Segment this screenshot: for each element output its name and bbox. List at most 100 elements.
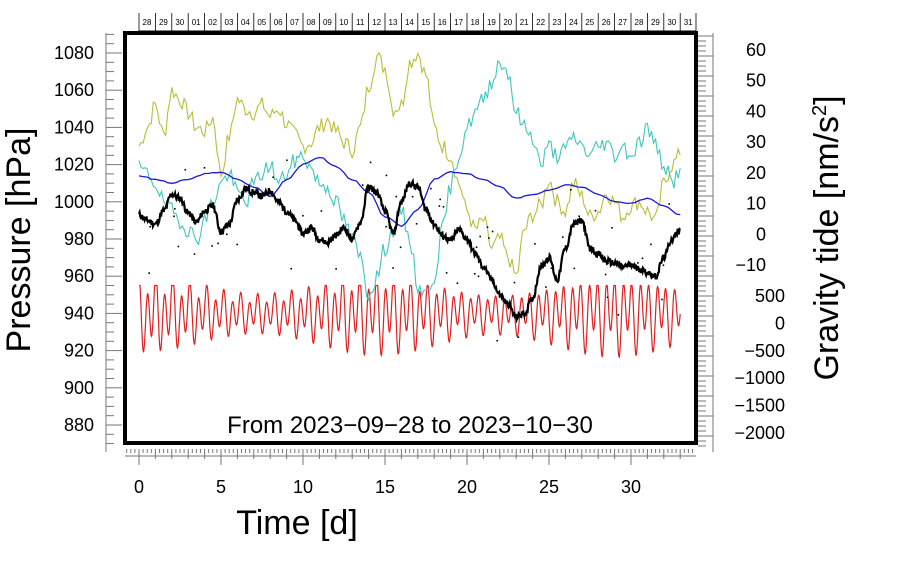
outlier-dot (290, 267, 292, 270)
day-label: 10 (339, 18, 348, 27)
day-label: 22 (536, 18, 545, 27)
outlier-dot (310, 224, 313, 226)
outlier-dot (148, 272, 150, 274)
day-label: 06 (274, 18, 283, 27)
outlier-dot (411, 195, 414, 198)
bottom-tick-label: 15 (375, 477, 395, 497)
outlier-dot (491, 230, 494, 233)
day-label: 16 (438, 18, 447, 27)
outlier-dot (415, 223, 418, 225)
left-tick-label: 1000 (54, 192, 94, 212)
day-label: 17 (454, 18, 463, 27)
left-axis: 880 900 920 940 960 980 1000 1020 1040 1060 1080 (54, 33, 122, 452)
y-axis-title-right: Gravity tide [nm/s2] (808, 95, 846, 380)
outlier-dot (517, 336, 520, 338)
outlier-dot (385, 225, 387, 228)
right-axis: −10 0 10 20 30 40 50 60 −2000 −1500 −1000 −500 0 500 (698, 33, 785, 452)
day-label: 31 (684, 18, 693, 27)
outlier-dot (439, 198, 441, 201)
day-label: 19 (487, 18, 496, 27)
outlier-dot (668, 203, 670, 205)
left-tick-label: 940 (64, 303, 94, 323)
plot-frame (123, 31, 698, 445)
day-label: 21 (520, 18, 529, 27)
series-line-model-blue (138, 156, 681, 228)
y-axis-title-right-sup: 2 (809, 105, 831, 116)
day-label: 28 (143, 18, 152, 27)
outlier-dot (177, 245, 180, 248)
right-upper-tick-label: 0 (756, 224, 766, 244)
outlier-dot (305, 232, 308, 234)
left-tick-label: 980 (64, 229, 94, 249)
right-upper-tick-label: 10 (746, 194, 766, 214)
outlier-dot (349, 234, 351, 237)
outlier-dot (335, 268, 337, 270)
outlier-dot (650, 243, 652, 246)
outlier-dot (203, 167, 206, 169)
outlier-dot (534, 243, 536, 245)
right-lower-tick-label: −2000 (734, 423, 785, 443)
day-label: 30 (667, 18, 676, 27)
outlier-dot (286, 159, 288, 162)
outlier-dot (611, 227, 613, 229)
outlier-dot (395, 195, 398, 198)
day-label: 23 (553, 18, 562, 27)
outlier-dot (488, 237, 490, 239)
outlier-dot (573, 267, 576, 270)
outlier-dot (239, 197, 242, 199)
outlier-dot (545, 286, 547, 288)
outlier-dot (477, 275, 480, 278)
outlier-dot (442, 206, 445, 208)
day-label: 14 (405, 18, 414, 27)
left-tick-label: 920 (64, 341, 94, 361)
outlier-dot (578, 215, 580, 217)
bottom-tick-label: 10 (293, 477, 313, 497)
outlier-dot (399, 246, 402, 249)
day-label: 04 (241, 18, 250, 27)
day-label: 01 (192, 18, 201, 27)
day-label: 25 (585, 18, 594, 27)
x-axis-title: Time [d] (236, 504, 358, 542)
outlier-dot (149, 225, 151, 228)
left-tick-label: 1040 (54, 117, 94, 137)
outlier-dot (236, 243, 238, 246)
outlier-dot (392, 267, 394, 269)
right-lower-tick-label: 500 (755, 286, 785, 306)
day-label: 29 (159, 18, 168, 27)
y-axis-title-right-main: Gravity tide [nm/s (808, 116, 846, 381)
day-label: 15 (421, 18, 430, 27)
bottom-tick-label: 25 (539, 477, 559, 497)
outlier-dot (594, 209, 597, 212)
day-label: 05 (257, 18, 266, 27)
right-lower-tick-label: −500 (744, 341, 785, 361)
outlier-dot (550, 267, 553, 269)
day-label: 12 (372, 18, 381, 27)
outlier-dot (217, 242, 219, 245)
right-upper-tick-label: 20 (746, 163, 766, 183)
right-lower-tick-label: −1000 (734, 368, 785, 388)
bottom-tick-label: 30 (621, 477, 641, 497)
outlier-dot (363, 205, 366, 208)
outlier-dot (475, 246, 478, 248)
right-lower-tick-label: −1500 (734, 396, 785, 416)
outlier-dot (662, 264, 665, 266)
outlier-dot (445, 272, 448, 274)
day-label: 08 (307, 18, 316, 27)
outlier-dot (562, 236, 564, 238)
bottom-tick-label: 0 (134, 477, 144, 497)
outlier-dot (184, 168, 187, 171)
outlier-dot (438, 205, 441, 207)
day-label: 28 (635, 18, 644, 27)
left-tick-label: 1020 (54, 155, 94, 175)
right-lower-tick-label: 0 (775, 313, 785, 333)
left-tick-label: 900 (64, 378, 94, 398)
series-layer (137, 51, 681, 359)
day-label: 03 (225, 18, 234, 27)
outlier-dot (570, 189, 572, 191)
day-label: 07 (290, 18, 299, 27)
day-label: 29 (651, 18, 660, 27)
outlier-dot (302, 214, 304, 217)
outlier-dot (617, 314, 620, 316)
outlier-dot (174, 208, 176, 210)
